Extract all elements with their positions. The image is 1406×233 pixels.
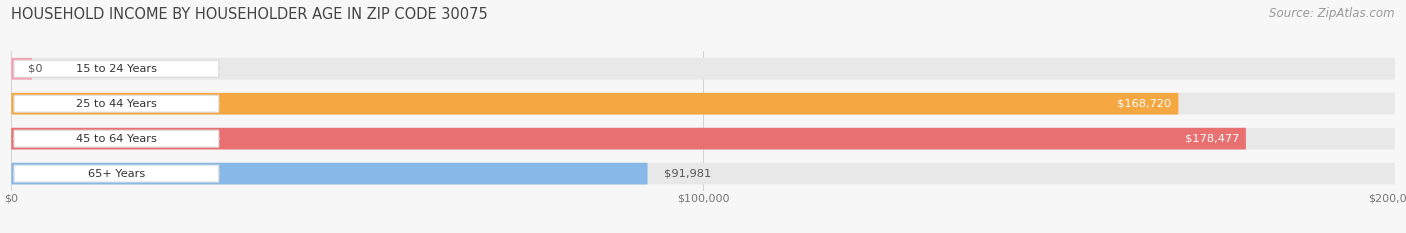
Text: HOUSEHOLD INCOME BY HOUSEHOLDER AGE IN ZIP CODE 30075: HOUSEHOLD INCOME BY HOUSEHOLDER AGE IN Z… xyxy=(11,7,488,22)
Text: 65+ Years: 65+ Years xyxy=(87,169,145,178)
FancyBboxPatch shape xyxy=(11,163,648,185)
Text: $178,477: $178,477 xyxy=(1185,134,1239,144)
FancyBboxPatch shape xyxy=(11,128,1395,150)
FancyBboxPatch shape xyxy=(11,93,1178,115)
Text: 25 to 44 Years: 25 to 44 Years xyxy=(76,99,157,109)
FancyBboxPatch shape xyxy=(11,163,1395,185)
FancyBboxPatch shape xyxy=(11,128,1246,150)
FancyBboxPatch shape xyxy=(11,58,1395,80)
Text: $168,720: $168,720 xyxy=(1118,99,1171,109)
Text: Source: ZipAtlas.com: Source: ZipAtlas.com xyxy=(1270,7,1395,20)
FancyBboxPatch shape xyxy=(14,165,219,182)
Text: 45 to 64 Years: 45 to 64 Years xyxy=(76,134,157,144)
FancyBboxPatch shape xyxy=(14,130,219,147)
FancyBboxPatch shape xyxy=(14,95,219,112)
Text: $0: $0 xyxy=(28,64,42,74)
FancyBboxPatch shape xyxy=(11,58,32,80)
Text: 15 to 24 Years: 15 to 24 Years xyxy=(76,64,157,74)
FancyBboxPatch shape xyxy=(11,93,1395,115)
FancyBboxPatch shape xyxy=(14,60,219,77)
Text: $91,981: $91,981 xyxy=(664,169,711,178)
